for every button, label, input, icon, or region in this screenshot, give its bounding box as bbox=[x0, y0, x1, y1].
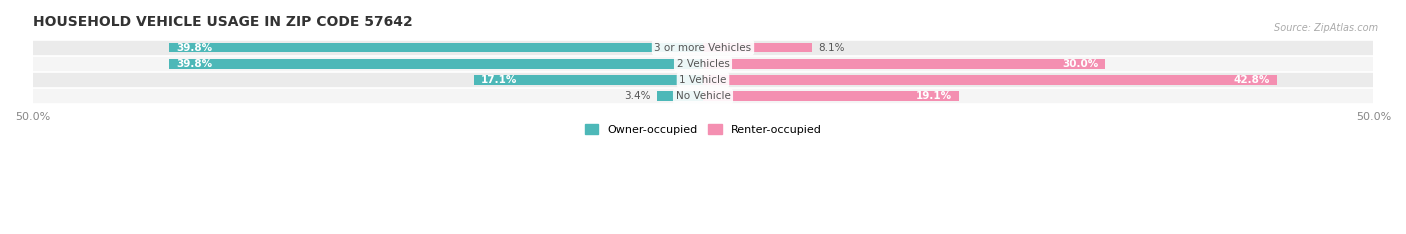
Text: 17.1%: 17.1% bbox=[481, 75, 517, 85]
Text: 30.0%: 30.0% bbox=[1063, 59, 1098, 69]
Text: 3 or more Vehicles: 3 or more Vehicles bbox=[654, 43, 752, 53]
Text: 39.8%: 39.8% bbox=[176, 59, 212, 69]
Bar bbox=[169, 43, 703, 52]
Text: Source: ZipAtlas.com: Source: ZipAtlas.com bbox=[1274, 23, 1378, 33]
Text: 19.1%: 19.1% bbox=[917, 91, 952, 101]
Text: 2 Vehicles: 2 Vehicles bbox=[676, 59, 730, 69]
Bar bbox=[703, 75, 1277, 85]
Bar bbox=[658, 91, 703, 101]
Bar bbox=[32, 72, 1374, 88]
Bar bbox=[474, 75, 703, 85]
Text: No Vehicle: No Vehicle bbox=[675, 91, 731, 101]
Legend: Owner-occupied, Renter-occupied: Owner-occupied, Renter-occupied bbox=[581, 120, 825, 139]
Bar bbox=[32, 40, 1374, 56]
Bar bbox=[703, 91, 959, 101]
Text: HOUSEHOLD VEHICLE USAGE IN ZIP CODE 57642: HOUSEHOLD VEHICLE USAGE IN ZIP CODE 5764… bbox=[32, 15, 412, 29]
Bar bbox=[169, 59, 703, 69]
Text: 1 Vehicle: 1 Vehicle bbox=[679, 75, 727, 85]
Text: 3.4%: 3.4% bbox=[624, 91, 651, 101]
Bar bbox=[32, 56, 1374, 72]
Bar bbox=[32, 88, 1374, 104]
Text: 39.8%: 39.8% bbox=[176, 43, 212, 53]
Text: 8.1%: 8.1% bbox=[818, 43, 845, 53]
Bar bbox=[703, 43, 811, 52]
Bar bbox=[703, 59, 1105, 69]
Text: 42.8%: 42.8% bbox=[1233, 75, 1270, 85]
